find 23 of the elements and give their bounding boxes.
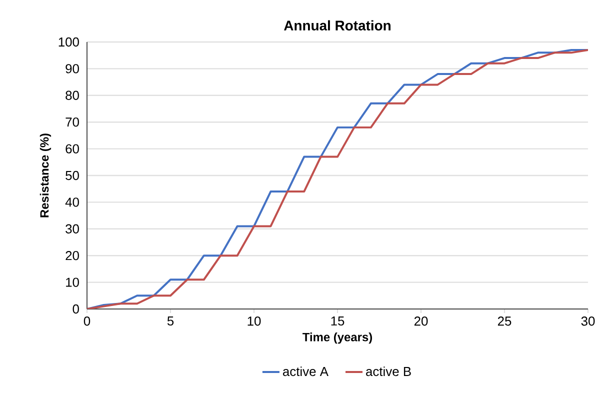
y-tick-label: 90 [66,64,79,74]
y-tick-label: 30 [66,224,79,234]
y-tick-label: 60 [66,144,79,154]
y-tick-label: 100 [58,37,79,47]
y-tick-label: 40 [65,198,79,207]
x-tick-label: 10 [248,316,261,326]
x-tick-label: 15 [331,316,344,326]
legend-label: active B [366,366,411,376]
y-tick-label: 0 [72,304,79,314]
x-tick-label: 30 [581,316,595,326]
y-tick-label: 50 [66,170,79,180]
x-tick-label: 20 [414,316,428,326]
y-tick-label: 10 [66,278,79,287]
y-tick-label: 20 [66,251,79,260]
y-tick-label: 80 [66,90,79,100]
chart-title: Annual Rotation [284,20,390,31]
y-axis-title: Resistance (%) [40,134,52,218]
legend-label: active A [282,366,328,376]
x-tick-label: 25 [498,316,512,326]
x-tick-label: 5 [167,316,174,326]
y-tick-label: 70 [66,118,79,127]
x-tick-label: 0 [84,316,90,326]
x-axis-title: Time (years) [302,332,372,344]
